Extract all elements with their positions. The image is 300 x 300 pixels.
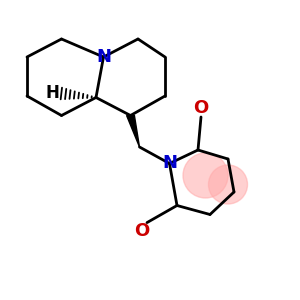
- Circle shape: [183, 153, 228, 198]
- Text: O: O: [194, 99, 208, 117]
- Text: O: O: [134, 222, 149, 240]
- Text: H: H: [46, 84, 59, 102]
- Polygon shape: [127, 116, 140, 147]
- Text: N: N: [96, 48, 111, 66]
- Text: N: N: [162, 154, 177, 172]
- Circle shape: [208, 165, 247, 204]
